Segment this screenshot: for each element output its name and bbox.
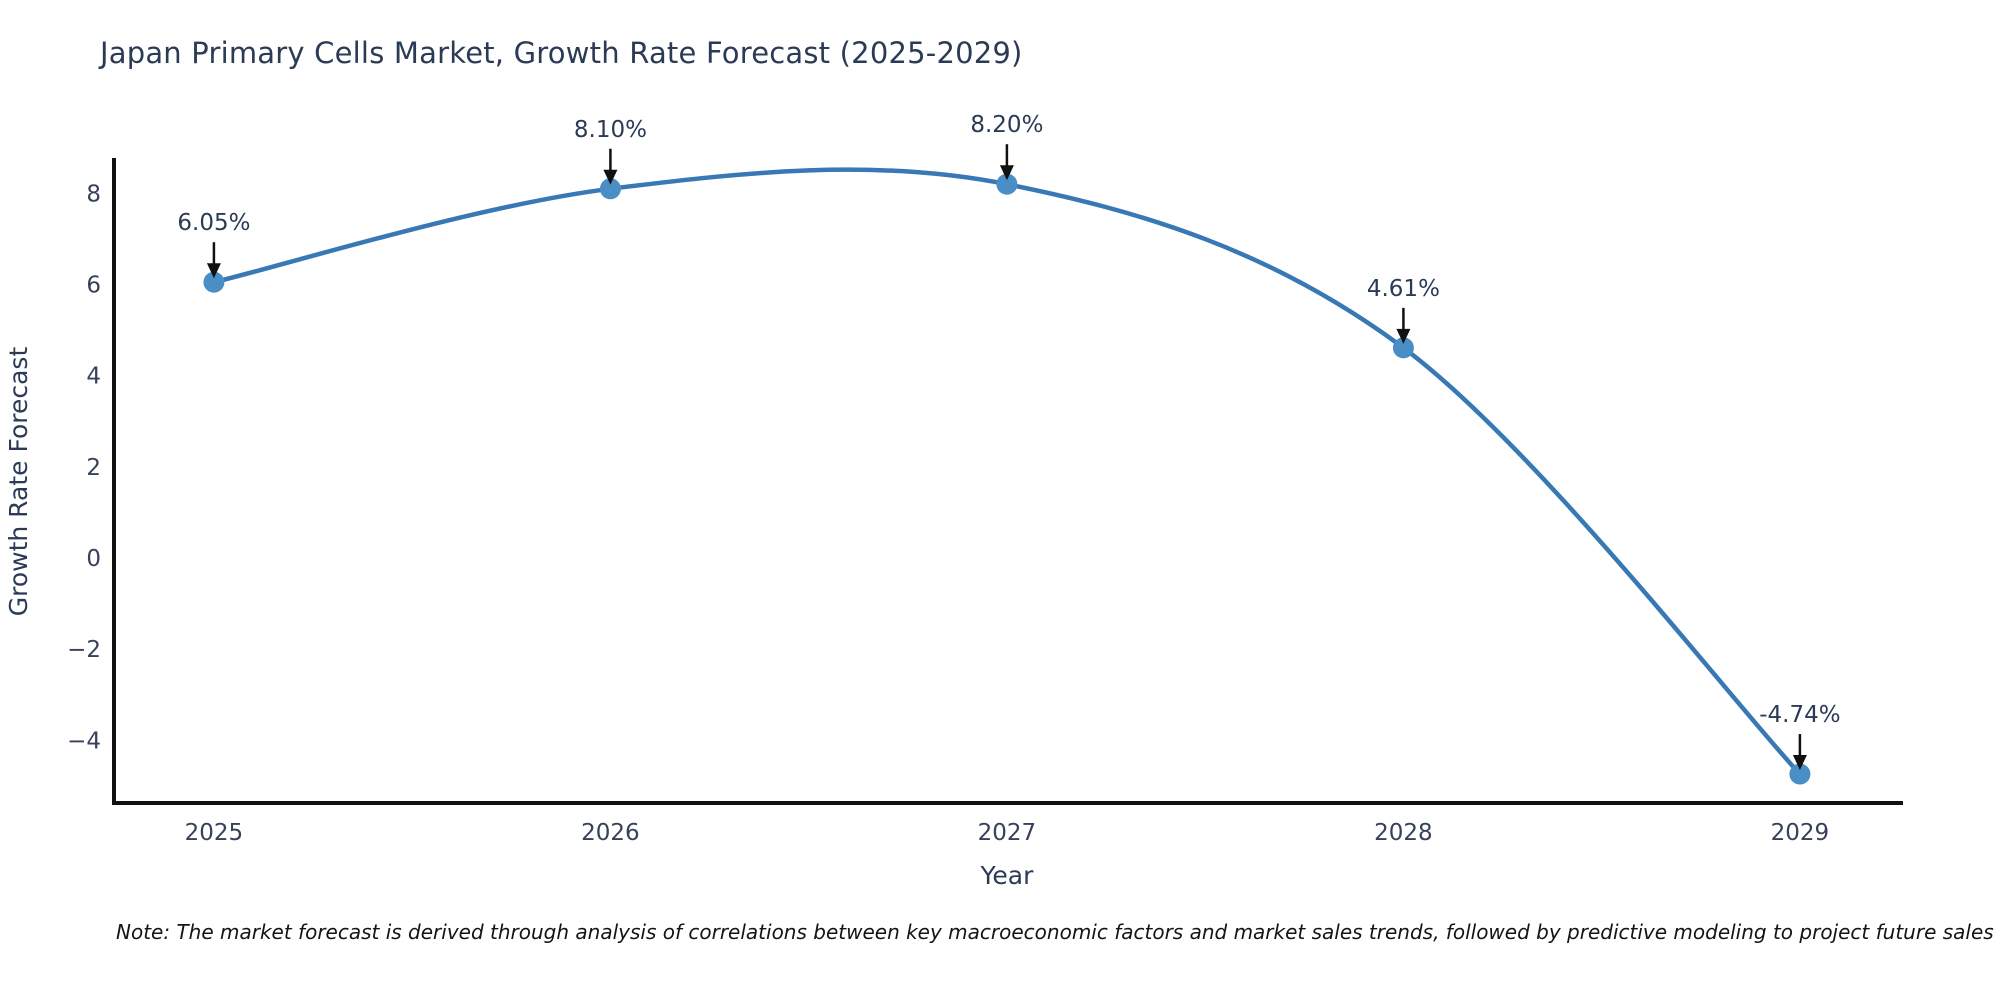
- y-tick-label: −4: [67, 728, 101, 754]
- data-point-label: 8.20%: [970, 112, 1043, 138]
- y-tick-label: 2: [86, 455, 101, 481]
- data-point-label: 8.10%: [574, 117, 647, 143]
- annotation-arrowhead: [603, 169, 618, 185]
- y-tick-label: 4: [86, 364, 101, 390]
- data-point-marker: [203, 271, 225, 293]
- y-tick-label: 8: [86, 181, 101, 207]
- data-point-label: -4.74%: [1759, 702, 1840, 728]
- footnote: Note: The market forecast is derived thr…: [116, 920, 1994, 944]
- data-point-marker: [996, 173, 1018, 195]
- y-axis-title: Growth Rate Forecast: [4, 347, 33, 617]
- annotation-arrowhead: [1396, 328, 1411, 344]
- data-point-label: 4.61%: [1367, 276, 1440, 302]
- x-tick-label: 2027: [978, 820, 1037, 846]
- y-tick-label: 6: [86, 272, 101, 298]
- data-point-marker: [1392, 337, 1414, 359]
- data-point-label: 6.05%: [177, 210, 250, 236]
- x-tick-label: 2029: [1771, 820, 1830, 846]
- x-tick-label: 2026: [581, 820, 640, 846]
- x-tick-label: 2025: [185, 820, 244, 846]
- data-point-marker: [1789, 763, 1811, 785]
- annotation-arrowhead: [1792, 755, 1807, 771]
- annotation-arrowhead: [206, 263, 221, 279]
- y-tick-label: −2: [67, 637, 101, 663]
- x-axis-title: Year: [979, 861, 1034, 890]
- y-tick-label: 0: [86, 546, 101, 572]
- annotation-arrowhead: [999, 165, 1014, 181]
- trend-line: [211, 167, 1803, 777]
- chart-title: Japan Primary Cells Market, Growth Rate …: [100, 36, 1023, 70]
- data-point-marker: [599, 178, 621, 200]
- x-tick-label: 2028: [1374, 820, 1433, 846]
